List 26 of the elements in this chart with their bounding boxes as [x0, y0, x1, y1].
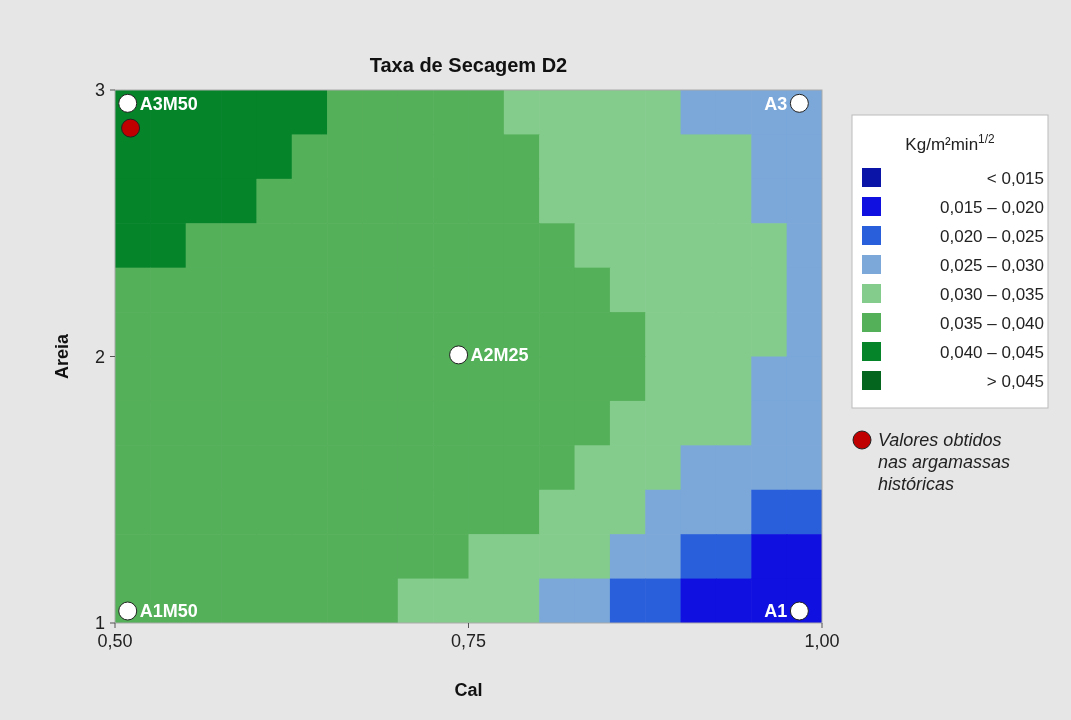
y-axis-title: Areia: [52, 333, 72, 380]
x-tick-label: 0,75: [450, 631, 487, 651]
color-bar-label: 0,015 – 0,020: [940, 197, 1044, 217]
legend-label: Valores obtidos nas argamassas históricas: [878, 430, 1011, 494]
color-bar-label: > 0,045: [986, 371, 1044, 391]
chart-title: Taxa de Secagem D2: [369, 54, 568, 76]
color-bar-label: 0,035 – 0,040: [940, 313, 1044, 333]
color-bar-label: 0,040 – 0,045: [940, 342, 1044, 362]
y-tick-label: 2: [94, 346, 105, 367]
color-bar-label: 0,020 – 0,025: [940, 226, 1044, 246]
color-bar-title: Kg/m²min$^{1/2}$: [905, 132, 996, 154]
y-tick-label: 3: [94, 80, 105, 101]
point: [121, 118, 141, 138]
color-bar-label: 0,030 – 0,035: [940, 284, 1044, 304]
point: [449, 345, 469, 365]
y-tick-label: 1: [94, 613, 105, 634]
annotation: A2M25: [470, 345, 529, 366]
x-tick-label: 1,00: [804, 631, 840, 651]
annotation: A1M50: [139, 601, 198, 622]
x-tick-label: 0,50: [97, 631, 133, 651]
annotation: A3: [764, 93, 788, 114]
color-bar-label: 0,025 – 0,030: [940, 255, 1044, 275]
x-axis-title: Cal: [454, 680, 483, 700]
annotation: A1: [764, 601, 788, 622]
color-bar-label: < 0,015: [986, 168, 1044, 188]
annotation: A3M50: [139, 93, 198, 114]
